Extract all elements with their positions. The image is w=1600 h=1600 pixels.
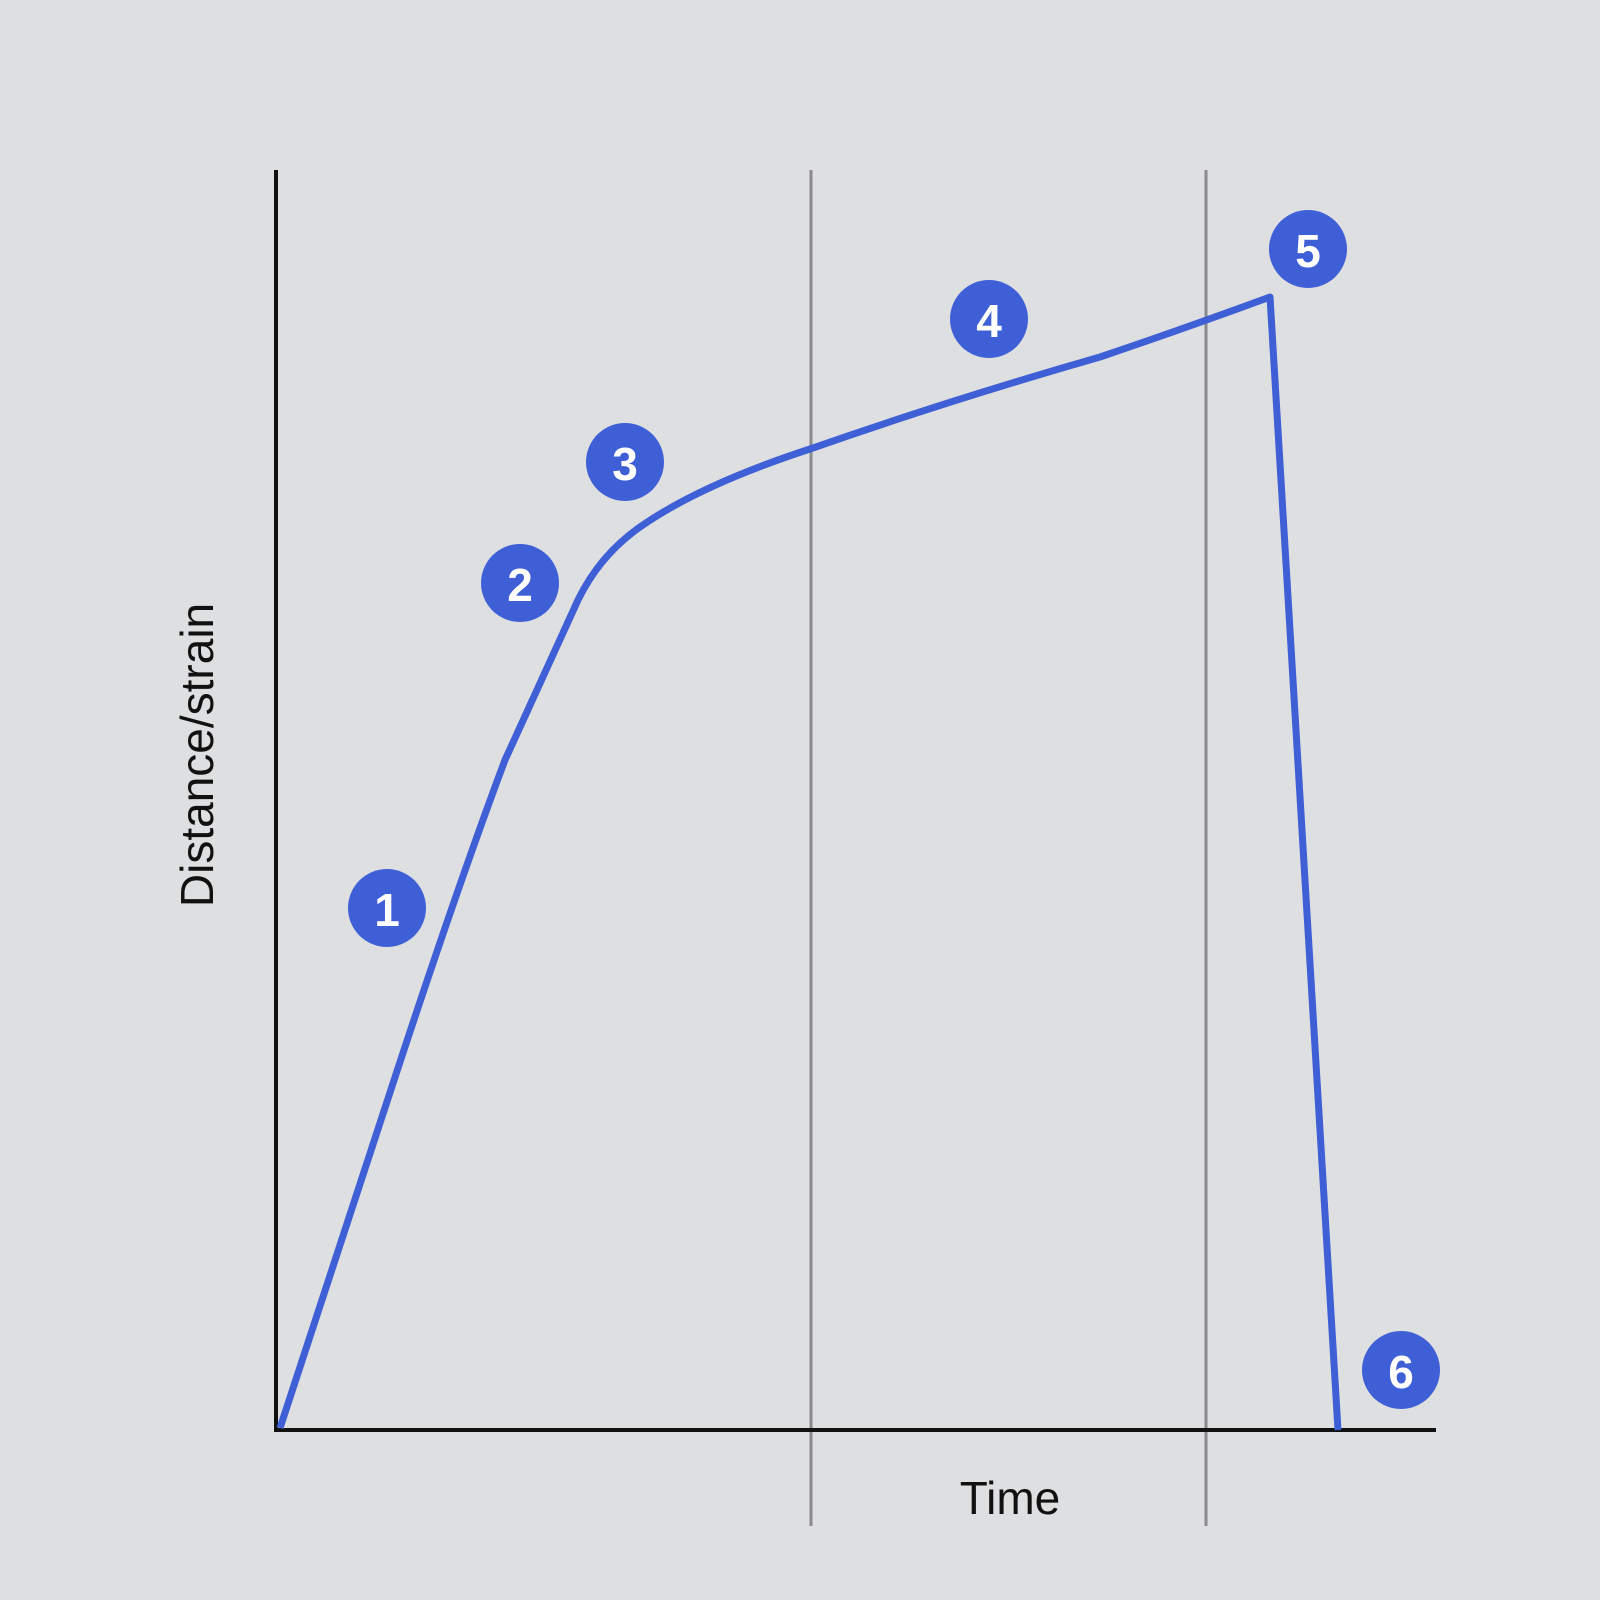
marker-label: 6	[1388, 1346, 1414, 1398]
marker-badge	[586, 423, 664, 501]
marker-label: 3	[612, 438, 638, 490]
marker-badge	[1362, 1331, 1440, 1409]
marker-label: 2	[507, 559, 533, 611]
marker-badge	[481, 544, 559, 622]
curve	[276, 293, 1342, 1431]
y-axis-label: Distance/strain	[171, 603, 223, 907]
marker-badge	[348, 869, 426, 947]
marker-label: 4	[976, 295, 1002, 347]
marker-badge	[950, 280, 1028, 358]
marker-label: 1	[374, 884, 400, 936]
marker-badge	[1269, 210, 1347, 288]
markers: 1 2 3 4 5 6	[348, 210, 1440, 1409]
x-axis-label: Time	[960, 1472, 1061, 1524]
marker-label: 5	[1295, 225, 1321, 277]
